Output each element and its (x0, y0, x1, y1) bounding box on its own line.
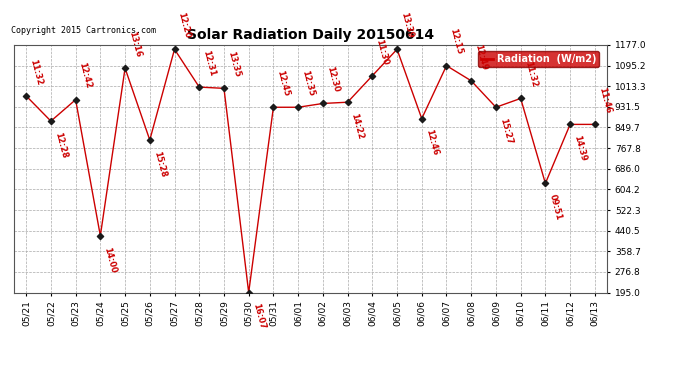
Text: 13:35: 13:35 (226, 50, 241, 78)
Point (194, 84, 205, 90)
Point (21, 93, 32, 99)
Point (491, 104, 502, 110)
Text: 14:22: 14:22 (350, 112, 365, 140)
Text: 11:32: 11:32 (522, 60, 538, 88)
Text: 12:49: 12:49 (473, 43, 489, 71)
Text: 12:30: 12:30 (325, 66, 340, 94)
Text: 09:51: 09:51 (547, 193, 563, 221)
Text: 11:30: 11:30 (374, 38, 390, 66)
Point (466, 78, 477, 84)
Point (317, 100, 328, 106)
Text: Copyright 2015 Cartronics.com: Copyright 2015 Cartronics.com (11, 26, 156, 35)
Point (441, 63, 452, 69)
Text: 12:15: 12:15 (448, 27, 464, 56)
Point (70, 97, 81, 103)
Point (95, 233, 106, 239)
Point (342, 99, 353, 105)
Text: 11:32: 11:32 (28, 58, 43, 86)
Point (119, 65, 130, 71)
Text: 12:20: 12:20 (177, 11, 192, 39)
Text: 12:31: 12:31 (201, 49, 217, 77)
Text: 13:39: 13:39 (399, 12, 415, 39)
Text: 13:16: 13:16 (127, 30, 143, 58)
Title: Solar Radiation Daily 20150614: Solar Radiation Daily 20150614 (187, 28, 434, 42)
Point (293, 104, 304, 110)
Point (46, 118, 57, 124)
Point (144, 137, 155, 143)
Point (589, 122, 600, 128)
Point (169, 46, 180, 52)
Point (391, 46, 402, 52)
Point (367, 73, 378, 79)
Text: 16:07: 16:07 (250, 302, 266, 330)
Text: 15:28: 15:28 (152, 150, 168, 178)
Text: 15:27: 15:27 (498, 117, 513, 146)
Point (540, 180, 551, 186)
Point (243, 290, 254, 296)
Text: 12:35: 12:35 (300, 69, 316, 98)
Legend: Radiation  (W/m2): Radiation (W/m2) (478, 51, 600, 67)
Text: 14:00: 14:00 (102, 246, 118, 274)
Text: 12:45: 12:45 (275, 69, 291, 98)
Point (515, 95, 526, 101)
Point (219, 86, 230, 92)
Text: 14:39: 14:39 (572, 134, 588, 162)
Text: 11:46: 11:46 (597, 86, 613, 114)
Text: 12:46: 12:46 (424, 129, 440, 157)
Point (268, 104, 279, 110)
Text: 12:42: 12:42 (77, 62, 93, 90)
Point (416, 116, 427, 122)
Point (564, 122, 575, 128)
Text: 12:28: 12:28 (53, 131, 68, 159)
